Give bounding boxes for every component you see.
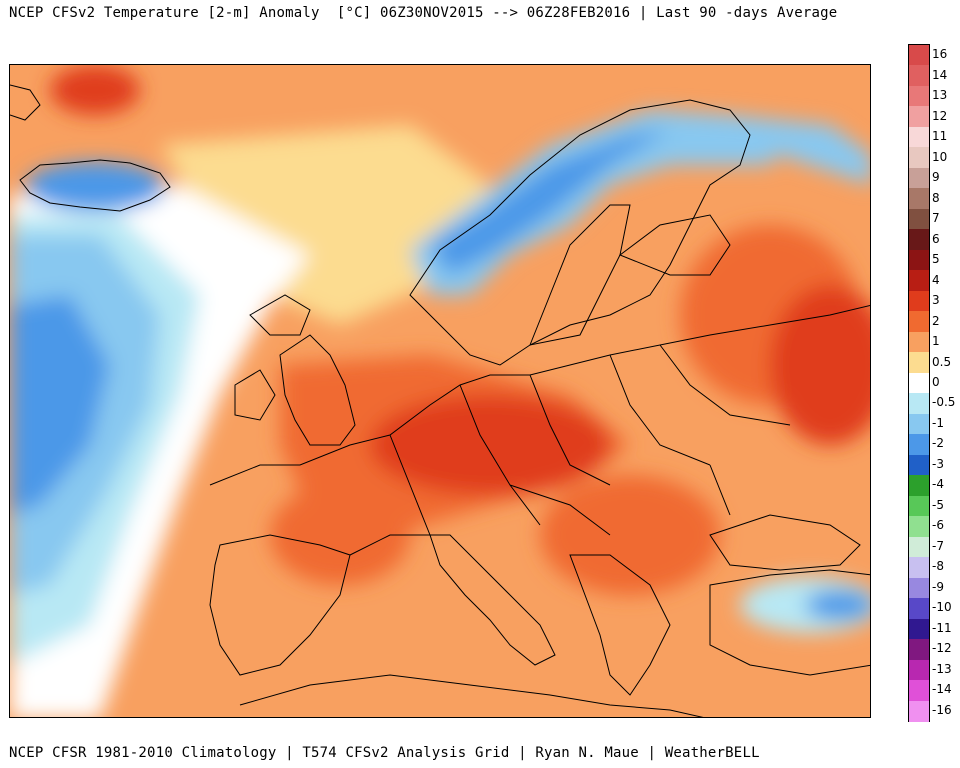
- legend-swatch: [909, 352, 929, 374]
- legend-swatch: [909, 188, 929, 210]
- legend-label: 12: [932, 108, 948, 123]
- legend-label: -2: [932, 436, 944, 451]
- legend-swatch: [909, 85, 929, 107]
- legend-label: -10: [932, 600, 952, 615]
- legend-label: 6: [932, 231, 940, 246]
- legend-swatch: [909, 536, 929, 558]
- legend-swatch: [909, 598, 929, 620]
- legend-swatch: [909, 249, 929, 271]
- anomaly-shading: [10, 65, 870, 717]
- legend-swatch: [909, 331, 929, 353]
- legend-swatch: [909, 270, 929, 292]
- legend-label: 13: [932, 88, 948, 103]
- legend-label: 11: [932, 129, 948, 144]
- legend-label: -7: [932, 538, 944, 553]
- legend-label: -1: [932, 415, 944, 430]
- legend-swatch: [909, 229, 929, 251]
- legend-label: -5: [932, 497, 944, 512]
- credits-footer: NCEP CFSR 1981-2010 Climatology | T574 C…: [9, 745, 760, 761]
- legend-label: -14: [932, 682, 952, 697]
- legend-swatch: [909, 167, 929, 189]
- legend-label: 1: [932, 334, 940, 349]
- legend-label: -6: [932, 518, 944, 533]
- legend-label: -8: [932, 559, 944, 574]
- legend-label: -16: [932, 702, 952, 717]
- legend-swatch: [909, 147, 929, 169]
- legend-label: -9: [932, 579, 944, 594]
- legend-swatch: [909, 618, 929, 640]
- legend-label: 4: [932, 272, 940, 287]
- coastlines-and-borders: [10, 84, 870, 717]
- legend-swatch: [909, 454, 929, 476]
- legend-swatch: [909, 393, 929, 415]
- legend-swatch: [909, 311, 929, 333]
- legend-swatch: [909, 126, 929, 148]
- legend-swatch: [909, 659, 929, 681]
- legend-label: 3: [932, 293, 940, 308]
- legend-label: -0.5: [932, 395, 956, 410]
- anomaly-map: [9, 64, 871, 718]
- legend-label: -13: [932, 661, 952, 676]
- legend-label: 14: [932, 67, 948, 82]
- chart-title: NCEP CFSv2 Temperature [2-m] Anomaly [°C…: [9, 5, 838, 21]
- legend-label: 5: [932, 252, 940, 267]
- legend-swatch: [909, 45, 929, 66]
- legend-label: 0.5: [932, 354, 952, 369]
- legend-label: 10: [932, 149, 948, 164]
- legend-label: 16: [932, 47, 948, 62]
- legend-swatch: [909, 208, 929, 230]
- legend-label: -12: [932, 641, 952, 656]
- legend-swatch: [909, 65, 929, 87]
- legend-swatch: [909, 434, 929, 456]
- legend-label: 9: [932, 170, 940, 185]
- legend-swatch: [909, 106, 929, 128]
- legend-label: 7: [932, 211, 940, 226]
- legend-swatch: [909, 516, 929, 538]
- color-scale-bar: [908, 44, 930, 722]
- legend-swatch: [909, 639, 929, 661]
- legend-swatch: [909, 680, 929, 702]
- legend-swatch: [909, 557, 929, 579]
- legend-swatch: [909, 700, 929, 722]
- legend-swatch: [909, 372, 929, 394]
- legend-swatch: [909, 495, 929, 517]
- legend-label: 2: [932, 313, 940, 328]
- legend-label: 0: [932, 375, 940, 389]
- legend-label: -11: [932, 620, 952, 635]
- legend-label: 8: [932, 190, 940, 205]
- legend-swatch: [909, 290, 929, 312]
- legend-swatch: [909, 413, 929, 435]
- legend-label: -3: [932, 456, 944, 471]
- legend-swatch: [909, 475, 929, 497]
- legend-swatch: [909, 577, 929, 599]
- legend-label: -4: [932, 477, 944, 492]
